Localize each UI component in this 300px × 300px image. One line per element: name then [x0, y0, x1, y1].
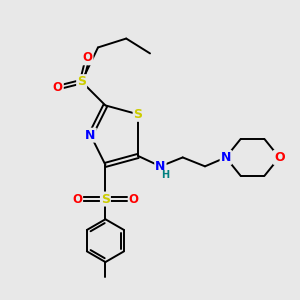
Text: O: O	[53, 81, 63, 94]
Text: S: S	[134, 108, 142, 121]
Text: O: O	[82, 51, 93, 64]
Text: S: S	[77, 75, 86, 88]
Text: N: N	[85, 129, 96, 142]
Text: O: O	[72, 193, 82, 206]
Text: O: O	[129, 193, 139, 206]
Text: S: S	[101, 193, 110, 206]
Text: N: N	[220, 151, 231, 164]
Text: O: O	[274, 151, 285, 164]
Text: N: N	[155, 160, 166, 173]
Text: H: H	[161, 170, 169, 180]
